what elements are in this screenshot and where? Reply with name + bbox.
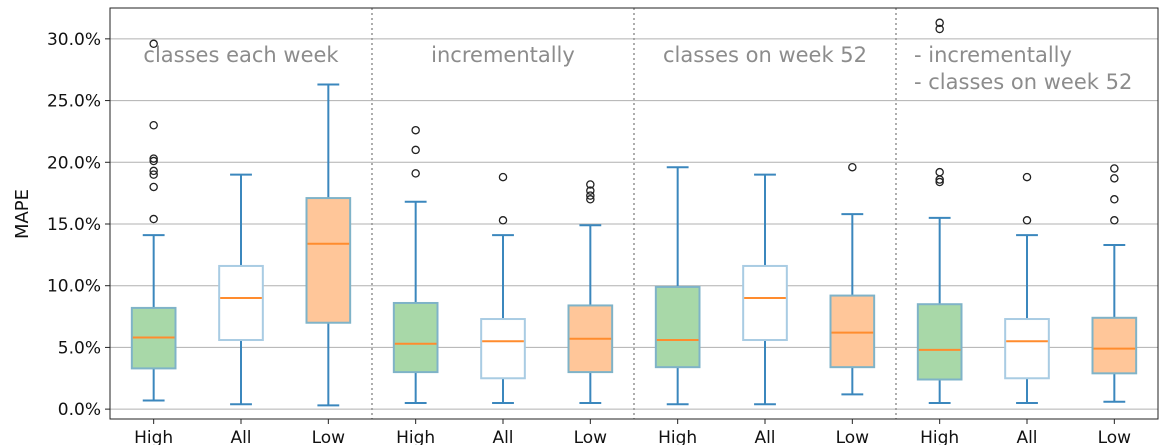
outlier-point xyxy=(935,167,944,177)
outlier-point xyxy=(1110,174,1119,183)
box-all xyxy=(742,173,788,406)
panel-title-line: - incrementally xyxy=(914,43,1072,67)
y-tick-label: 20.0% xyxy=(47,153,101,173)
box-low xyxy=(1091,164,1138,403)
x-tick-label: High xyxy=(134,428,173,445)
x-tick-label: High xyxy=(396,428,435,445)
outlier-point xyxy=(149,121,158,130)
iqr-box xyxy=(1004,318,1050,380)
plot-frame xyxy=(109,7,1159,420)
axes xyxy=(109,7,1159,420)
x-tick-label: All xyxy=(754,428,775,445)
iqr-box xyxy=(829,294,876,369)
x-tick-label: All xyxy=(230,428,251,445)
iqr-box xyxy=(305,197,352,324)
x-tick-label: All xyxy=(1016,428,1037,445)
box-low xyxy=(305,83,352,407)
panel-title: incrementally xyxy=(431,43,575,67)
outlier-point xyxy=(411,169,420,178)
outlier-point xyxy=(1110,164,1119,173)
iqr-box xyxy=(218,264,264,342)
outlier-point xyxy=(149,214,158,224)
outlier-point xyxy=(498,172,508,182)
outlier-point xyxy=(149,182,158,192)
panel-separators xyxy=(371,8,897,419)
outlier-point xyxy=(149,154,158,163)
box-all xyxy=(218,173,264,406)
box-low xyxy=(567,180,614,404)
box-high xyxy=(130,39,177,402)
outlier-point xyxy=(498,216,508,225)
x-tick-label: Low xyxy=(312,428,346,445)
x-tick-label: Low xyxy=(1098,428,1132,445)
y-tick-label: 10.0% xyxy=(47,277,101,297)
outlier-point xyxy=(149,39,158,49)
iqr-box xyxy=(742,264,788,342)
x-tick-label: All xyxy=(492,428,513,445)
panel-title: classes each week xyxy=(143,43,339,67)
boxes xyxy=(130,18,1138,407)
y-tick-label: 25.0% xyxy=(47,92,101,112)
outlier-point xyxy=(586,191,595,200)
iqr-box xyxy=(916,303,963,381)
outlier-point xyxy=(586,195,595,204)
outlier-point xyxy=(1022,172,1032,182)
box-high xyxy=(392,125,439,404)
box-high xyxy=(654,166,701,406)
box-all xyxy=(1004,172,1050,404)
outlier-point xyxy=(1022,216,1032,225)
box-high xyxy=(916,18,963,404)
x-tick-label: High xyxy=(658,428,697,445)
outlier-point xyxy=(935,18,944,28)
box-all xyxy=(480,172,526,404)
x-tick-label: Low xyxy=(836,428,870,445)
outlier-point xyxy=(935,177,944,187)
outlier-point xyxy=(1110,216,1119,225)
outlier-point xyxy=(411,125,420,135)
y-axis-ticks: 0.0% 5.0% 10.0% 15.0% 20.0% 25.0% 30.0% xyxy=(47,30,110,420)
iqr-box xyxy=(654,285,701,369)
panel-title-line: - classes on week 52 xyxy=(914,70,1132,94)
panel-titles: classes each week incrementally classes on… xyxy=(143,43,1132,94)
y-axis-label: MAPE xyxy=(12,189,33,239)
x-axis-ticks: High All Low High All Low High All Low High All Low xyxy=(134,419,1131,445)
x-tick-label: Low xyxy=(574,428,608,445)
y-tick-label: 30.0% xyxy=(47,30,101,50)
outlier-point xyxy=(848,162,857,172)
grid-lines xyxy=(110,38,1158,410)
box-low xyxy=(829,162,876,396)
outlier-point xyxy=(411,145,420,155)
iqr-box xyxy=(392,301,439,374)
panel-title: classes on week 52 xyxy=(663,43,867,67)
outlier-point xyxy=(586,180,595,189)
outlier-point xyxy=(149,166,158,176)
iqr-box xyxy=(480,318,526,380)
y-tick-label: 15.0% xyxy=(47,215,101,235)
outlier-point xyxy=(1110,195,1119,204)
outlier-point xyxy=(935,24,944,34)
outlier-point xyxy=(149,170,158,179)
outlier-point xyxy=(586,186,595,195)
x-tick-label: High xyxy=(920,428,959,445)
y-tick-label: 5.0% xyxy=(58,338,101,358)
iqr-box xyxy=(1091,316,1138,375)
y-tick-label: 0.0% xyxy=(58,400,101,420)
outlier-point xyxy=(149,156,158,166)
